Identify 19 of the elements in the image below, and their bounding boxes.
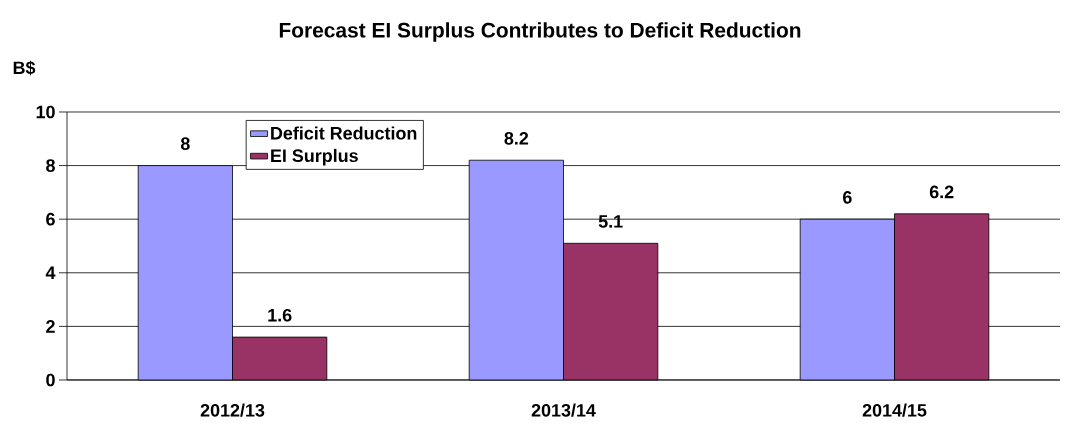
y-tick-label: 0 <box>46 373 55 387</box>
y-tick-label: 2 <box>46 320 55 333</box>
data-label: 1.6 <box>268 308 292 322</box>
x-tick-label: 2013/14 <box>531 403 596 417</box>
chart-title: Forecast EI Surplus Contributes to Deficit Reduction <box>279 22 801 42</box>
legend-label: EI Surplus <box>271 148 358 166</box>
y-tick-label: 10 <box>36 105 55 119</box>
x-tick-label: 2014/15 <box>862 403 927 417</box>
y-tick-label: 6 <box>46 212 55 226</box>
data-label: 8.2 <box>504 132 529 145</box>
x-tick-label: 2012/13 <box>200 403 265 417</box>
data-label: 5.1 <box>598 215 623 228</box>
y-axis-title: B$ <box>13 60 36 76</box>
legend-label: Deficit Reduction <box>271 126 417 140</box>
data-label: 8 <box>180 137 190 151</box>
y-tick-label: 8 <box>46 159 55 172</box>
data-label: 6.2 <box>929 185 954 199</box>
y-tick-label: 4 <box>45 266 56 279</box>
data-label: 6 <box>843 190 852 204</box>
